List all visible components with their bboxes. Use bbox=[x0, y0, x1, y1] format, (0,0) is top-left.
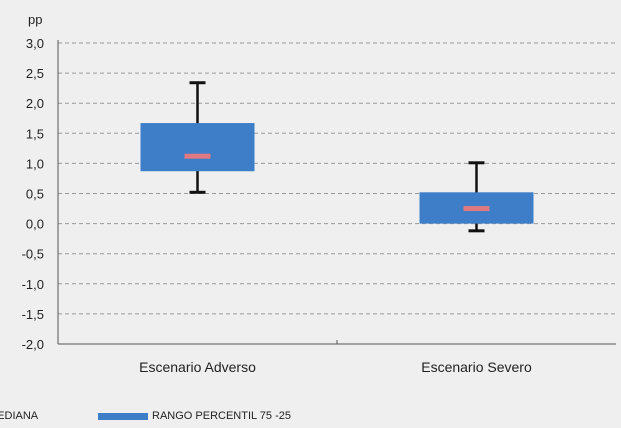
legend-label-range: RANGO PERCENTIL 75 -25 bbox=[152, 410, 291, 422]
legend-item-range: RANGO PERCENTIL 75 -25 bbox=[98, 408, 291, 424]
legend-item-median: MEDIANA bbox=[0, 408, 38, 424]
x-axis-category-labels: Escenario Adverso Escenario Severo bbox=[139, 340, 532, 375]
y-axis-unit-label: pp bbox=[28, 12, 42, 27]
x-category-label: Escenario Adverso bbox=[139, 359, 256, 375]
y-tick-label: -1,0 bbox=[22, 277, 44, 292]
iqr-box bbox=[140, 123, 255, 172]
grid-lines bbox=[58, 42, 616, 315]
x-category-label: Escenario Severo bbox=[421, 359, 532, 375]
legend-swatch-range bbox=[98, 412, 148, 420]
box-group bbox=[419, 161, 534, 233]
box-series bbox=[140, 81, 534, 233]
y-tick-label: 2,5 bbox=[26, 66, 44, 81]
y-tick-label: -2,0 bbox=[22, 337, 44, 352]
box-group bbox=[140, 81, 255, 194]
median-marker bbox=[463, 206, 490, 212]
y-tick-label: 2,0 bbox=[26, 96, 44, 111]
median-marker bbox=[184, 153, 211, 159]
y-tick-label: 0,5 bbox=[26, 187, 44, 202]
y-axis-tick-labels: 3,0 2,5 2,0 1,5 1,0 0,5 0,0 -0,5 -1,0 -1,5 -2,0 bbox=[22, 36, 44, 352]
y-tick-label: 3,0 bbox=[26, 36, 44, 51]
y-tick-label: -1,5 bbox=[22, 307, 44, 322]
y-tick-label: 1,5 bbox=[26, 126, 44, 141]
y-tick-label: 0,0 bbox=[26, 217, 44, 232]
legend-label-median: MEDIANA bbox=[0, 410, 39, 422]
y-tick-label: -0,5 bbox=[22, 247, 44, 262]
y-tick-label: 1,0 bbox=[26, 156, 44, 171]
